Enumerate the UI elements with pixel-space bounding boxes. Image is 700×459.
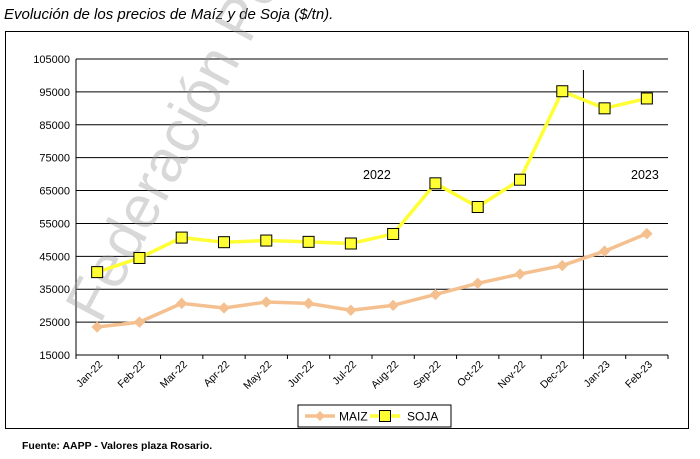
maiz-point [345, 304, 357, 316]
y-axis: 105000 95000 85000 75000 65000 55000 45000 3500… [33, 54, 77, 362]
legend-soja-label: SOJA [407, 410, 438, 424]
y-tick-label: 75000 [39, 153, 70, 165]
soja-point [260, 234, 273, 247]
x-tick-label: Jun-22 [286, 359, 317, 390]
soja-series-line [96, 89, 648, 274]
maiz-point [429, 288, 442, 301]
series-lines [91, 85, 653, 333]
soja-point [133, 251, 146, 264]
soja-point [387, 227, 400, 240]
legend: MAIZ SOJA [297, 404, 452, 428]
soja-point [556, 85, 569, 98]
maiz-series-line [96, 232, 648, 329]
x-tick-label: Jul-22 [330, 359, 359, 388]
soja-point [218, 236, 230, 249]
x-tick-label: Mar-22 [158, 359, 190, 391]
maiz-point [91, 321, 103, 333]
legend-soja-marker [379, 410, 391, 422]
watermark: Federación Porcina [52, 0, 356, 331]
maiz-point [472, 277, 484, 290]
maiz-point [133, 316, 146, 328]
legend-maiz-label: MAIZ [339, 410, 368, 424]
y-tick-label: 85000 [39, 120, 70, 132]
x-tick-label: Feb-23 [623, 359, 655, 391]
chart-frame [5, 31, 689, 429]
x-tick-label: Feb-22 [116, 359, 148, 391]
maiz-point [598, 245, 611, 257]
soja-point [514, 173, 526, 186]
maiz-point [641, 227, 653, 240]
y-tick-label: 95000 [39, 87, 70, 99]
annotation-2022: 2022 [363, 168, 391, 182]
y-tick-label: 35000 [39, 284, 70, 296]
y-tick-label: 15000 [39, 350, 70, 362]
x-tick-label: Oct-22 [455, 359, 486, 390]
soja-point [91, 266, 104, 279]
y-tick-label: 25000 [39, 317, 70, 329]
soja-point [344, 237, 357, 250]
x-tick-label: Jan-23 [582, 359, 613, 390]
y-tick-label: 45000 [39, 251, 70, 263]
legend-maiz-marker [315, 411, 325, 421]
annotation-2023: 2023 [631, 168, 659, 182]
x-tick-label: Jan-22 [74, 359, 105, 390]
soja-point [429, 177, 442, 190]
soja-point [302, 235, 315, 248]
x-tick-label: Dec-22 [538, 359, 571, 392]
maiz-point [387, 299, 399, 312]
x-tick-label: May-22 [241, 359, 274, 392]
maiz-point [302, 297, 315, 310]
source-note: Fuente: AAPP - Valores plaza Rosario. [22, 440, 213, 452]
y-tick-label: 55000 [39, 218, 70, 230]
x-tick-label: Apr-22 [201, 359, 232, 390]
soja-point [471, 201, 484, 213]
x-tick-label: Nov-22 [496, 359, 529, 392]
chart-title: Evolución de los precios de Maíz y de So… [4, 6, 334, 23]
x-tick-label: Aug-22 [369, 359, 402, 392]
maiz-point [514, 268, 526, 280]
y-tick-label: 105000 [33, 54, 70, 66]
maiz-point [556, 259, 568, 272]
y-tick-label: 65000 [39, 186, 70, 198]
maiz-point [218, 302, 230, 314]
soja-point [175, 231, 188, 244]
maiz-point [260, 296, 272, 308]
x-axis: Jan-22 Feb-22 Mar-22 Apr-22 May-22 Jun-22 Jul-… [74, 354, 669, 392]
maiz-point [176, 297, 188, 310]
x-tick-label: Sep-22 [411, 359, 444, 392]
soja-point [640, 92, 653, 105]
soja-point [598, 102, 611, 115]
